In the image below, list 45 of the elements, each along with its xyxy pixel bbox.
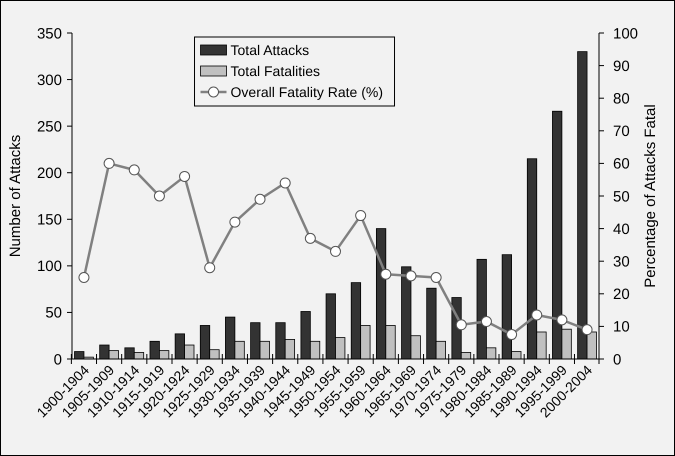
point: [405, 270, 416, 282]
legend-label: Total Fatalities: [230, 62, 320, 79]
point: [254, 194, 266, 205]
y-tick-label: 100: [36, 258, 62, 276]
y2-tick-label: 60: [613, 156, 630, 173]
point: [582, 324, 593, 336]
point: [304, 232, 316, 244]
point: [229, 216, 240, 228]
y-tick-label: 200: [36, 164, 62, 182]
y2-tick-label: 20: [613, 286, 630, 304]
y-axis-title: Number of Attacks: [7, 134, 24, 258]
point: [506, 329, 518, 340]
point: [154, 190, 165, 202]
y2-tick-label: 80: [613, 90, 630, 108]
y2-tick-label: 70: [613, 123, 630, 140]
point: [104, 158, 115, 169]
y-tick-label: 300: [36, 72, 62, 89]
point: [128, 164, 140, 176]
y2-tick-label: 30: [613, 253, 630, 270]
y-tick-label: 50: [45, 304, 62, 322]
y-tick-label: 250: [36, 118, 62, 136]
point: [179, 170, 190, 182]
point: [204, 262, 216, 274]
point: [456, 319, 467, 330]
y-tick-label: 150: [36, 212, 62, 229]
y2-tick-label: 100: [613, 25, 638, 42]
point: [355, 210, 366, 222]
point: [78, 272, 90, 283]
y2-tick-label: 90: [613, 58, 630, 75]
point: [280, 177, 291, 188]
point: [556, 314, 568, 326]
y2-axis-title: Percentage of Attacks Fatal: [642, 104, 659, 288]
legend-label: Overall Fatality Rate (%): [230, 84, 383, 100]
y-tick-label: 350: [36, 25, 62, 42]
y2-tick-label: 50: [613, 188, 630, 206]
point: [430, 272, 442, 283]
y2-tick-label: 40: [613, 220, 630, 238]
point: [330, 246, 341, 257]
y2-tick-label: 0: [613, 351, 622, 368]
point: [531, 309, 542, 320]
legend-label: Total Attacks: [230, 42, 310, 58]
y2-tick-label: 10: [613, 318, 630, 336]
point: [480, 316, 492, 328]
point: [380, 268, 392, 280]
y-tick-label: 0: [54, 351, 62, 368]
